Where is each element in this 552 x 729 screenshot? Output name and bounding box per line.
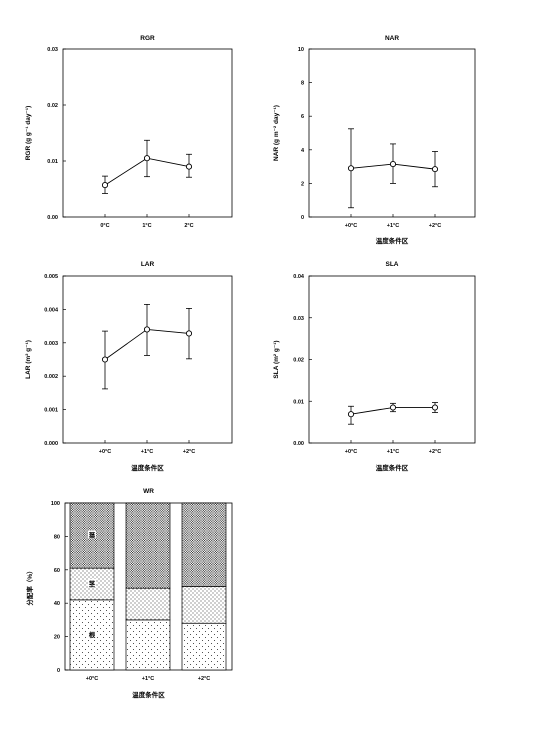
panel-wr: WR 0 20 40 60 80 100 +0°C +1°C +2°C 温度条件区 根 茎 葉	[51, 488, 233, 699]
y-axis-label: RGR (g g⁻¹ day⁻¹)	[25, 106, 32, 161]
y-tick-label: 0.003	[44, 341, 58, 347]
chart-title: LAR	[141, 261, 155, 268]
y-tick-label: 6	[301, 114, 304, 120]
x-tick-label: +1°C	[387, 449, 399, 455]
x-tick-label: +0°C	[345, 223, 357, 229]
bar-segment	[125, 502, 171, 589]
data-point	[101, 182, 109, 189]
y-axis-label: LAR (m² g⁻¹)	[25, 340, 32, 379]
x-axis-label: 温度条件区	[376, 236, 409, 245]
y-tick-label: 0.000	[44, 441, 58, 447]
plot-frame	[308, 48, 476, 218]
segment-label: 葉	[88, 531, 96, 540]
x-tick-label: +2°C	[198, 676, 210, 682]
x-axis-label: 温度条件区	[376, 463, 409, 472]
y-tick-label: 0	[57, 668, 60, 674]
bar-segment	[181, 622, 227, 671]
plot-frame	[62, 48, 233, 218]
segment-label: 根	[89, 630, 96, 639]
y-tick-label: 0.02	[293, 358, 304, 364]
x-tick-label: +2°C	[429, 449, 441, 455]
data-point	[431, 404, 439, 411]
data-point	[101, 356, 109, 363]
y-tick-label: 8	[301, 81, 304, 87]
y-tick-label: 0.001	[44, 408, 58, 414]
x-axis-label: 温度条件区	[131, 463, 164, 472]
data-point	[389, 161, 397, 168]
y-tick-label: 0.02	[47, 103, 58, 109]
data-point	[143, 326, 151, 333]
x-tick-label: +1°C	[142, 676, 154, 682]
panel-lar: LAR 0.000 0.001 0.002 0.003 0.004 0.005 +0°C +1°…	[44, 261, 233, 472]
y-axis-label: 分配率（%）	[25, 567, 34, 605]
segment-label: 茎	[89, 579, 96, 588]
data-point	[185, 163, 193, 170]
x-tick-label: +1°C	[387, 223, 399, 229]
chart-title: RGR	[140, 35, 155, 42]
data-point	[347, 411, 355, 418]
x-tick-label: 1°C	[142, 223, 151, 229]
chart-title: NAR	[385, 35, 399, 42]
x-tick-label: +1°C	[141, 449, 153, 455]
data-point	[143, 155, 151, 162]
bar-segment	[181, 502, 227, 587]
bar-segment	[125, 619, 171, 671]
y-tick-label: 0	[301, 215, 304, 221]
plot-frame	[62, 275, 233, 444]
y-axis-label: SLA (m² g⁻¹)	[273, 340, 280, 378]
y-axis-label: NAR (g m⁻² day⁻¹)	[273, 105, 280, 161]
y-tick-label: 0.002	[44, 374, 58, 380]
segment-label-bg	[88, 629, 96, 638]
panel-sla: SLA 0.00 0.01 0.02 0.03 0.04 +0°C +1°C +2°C 温度条件区	[293, 261, 476, 472]
y-tick-label: 10	[298, 47, 304, 53]
bar-segment	[125, 587, 171, 621]
y-tick-label: 0.01	[293, 399, 304, 405]
y-tick-label: 0.005	[44, 274, 58, 280]
chart-title: WR	[143, 488, 154, 495]
y-tick-label: 0.004	[44, 307, 59, 313]
x-tick-label: +2°C	[429, 223, 441, 229]
y-tick-label: 0.04	[293, 274, 305, 280]
x-tick-label: 0°C	[100, 223, 109, 229]
panel-rgr: RGR 0.00 0.01 0.02 0.03 0°C 1°C 2°C	[47, 35, 233, 229]
y-tick-label: 40	[54, 601, 60, 607]
x-axis-label: 温度条件区	[132, 690, 165, 699]
segment-label-bg	[88, 530, 96, 539]
x-tick-label: +2°C	[183, 449, 195, 455]
y-tick-label: 100	[51, 501, 60, 507]
y-tick-label: 0.03	[293, 316, 304, 322]
y-tick-label: 0.01	[47, 159, 58, 165]
data-point	[347, 165, 355, 172]
y-tick-label: 0.00	[47, 215, 58, 221]
y-tick-label: 2	[301, 181, 304, 187]
data-point	[389, 404, 397, 411]
x-tick-label: +0°C	[345, 449, 357, 455]
x-tick-label: +0°C	[86, 676, 98, 682]
x-tick-label: +0°C	[99, 449, 111, 455]
y-tick-label: 0.00	[293, 441, 304, 447]
bar-segment	[181, 586, 227, 624]
y-tick-label: 0.03	[47, 47, 58, 53]
data-point	[431, 166, 439, 173]
data-point	[185, 330, 193, 337]
y-tick-label: 80	[54, 534, 60, 540]
x-tick-label: 2°C	[184, 223, 193, 229]
plot-frame	[308, 275, 476, 444]
chart-title: SLA	[386, 261, 399, 268]
y-tick-label: 4	[301, 148, 305, 154]
y-tick-label: 20	[54, 635, 60, 641]
panel-nar: NAR 0 2 4 6 8 10 +0°C +1°C +2°C 温度条件区	[298, 35, 476, 245]
y-tick-label: 60	[54, 568, 60, 574]
segment-label-bg	[88, 578, 96, 587]
